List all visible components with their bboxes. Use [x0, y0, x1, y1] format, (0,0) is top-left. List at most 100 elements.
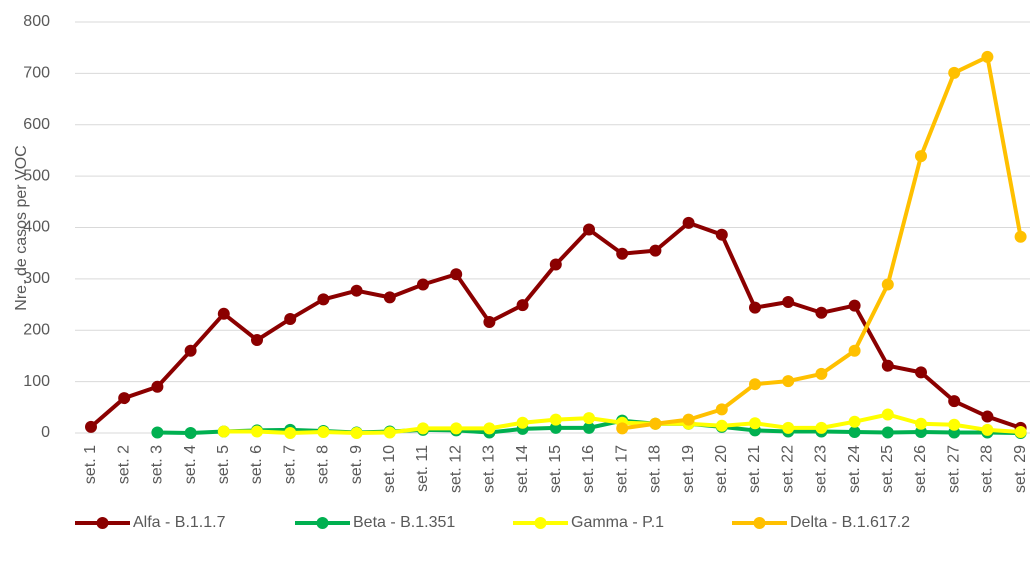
data-point: [782, 421, 795, 434]
legend-item: Gamma - P.1: [513, 514, 664, 531]
data-point: [749, 378, 761, 391]
data-point: [649, 244, 662, 257]
x-tick-label: set. 3: [149, 445, 166, 484]
data-point: [948, 395, 961, 408]
x-tick-label: set. 21: [746, 445, 763, 493]
x-tick-label: set. 18: [647, 445, 664, 493]
data-point: [848, 299, 861, 312]
data-point: [383, 291, 396, 304]
x-tick-label: set. 19: [680, 445, 697, 493]
data-point: [350, 284, 363, 297]
data-point: [317, 425, 330, 438]
data-point: [450, 422, 463, 435]
data-point: [682, 216, 695, 229]
data-point: [915, 417, 927, 430]
x-tick-label: set. 16: [580, 445, 597, 493]
x-tick-label: set. 13: [481, 445, 498, 493]
x-tick-label: set. 27: [945, 445, 962, 493]
data-point: [450, 268, 463, 281]
data-point: [583, 421, 595, 434]
y-tick-label: 500: [23, 167, 50, 184]
x-tick-label: set. 7: [281, 445, 298, 484]
x-tick-label: set. 26: [912, 445, 929, 493]
data-point: [848, 425, 861, 438]
data-point: [151, 426, 164, 439]
data-point: [317, 293, 330, 306]
data-point: [682, 413, 695, 426]
data-point: [616, 247, 629, 260]
data-point: [915, 366, 927, 379]
data-point: [217, 307, 230, 320]
x-tick-label: set. 2: [115, 445, 132, 484]
legend-marker: [316, 517, 329, 529]
data-point: [915, 150, 927, 163]
data-point: [184, 344, 197, 357]
data-point: [549, 413, 562, 426]
y-tick-label: 100: [23, 373, 50, 390]
data-point: [284, 312, 297, 325]
legend-label: Beta - B.1.351: [353, 514, 455, 531]
x-tick-label: set. 9: [348, 445, 365, 484]
legend-label: Gamma - P.1: [571, 514, 664, 531]
data-point: [251, 334, 263, 347]
data-point: [583, 412, 595, 425]
x-tick-label: set. 8: [315, 445, 332, 484]
x-tick-label: set. 6: [248, 445, 265, 484]
legend-item: Alfa - B.1.1.7: [75, 514, 226, 531]
data-point: [915, 425, 927, 438]
data-point: [217, 425, 230, 438]
data-point: [881, 278, 894, 291]
data-point: [383, 426, 396, 439]
data-point: [516, 299, 529, 312]
data-point: [151, 380, 164, 393]
data-point: [881, 359, 894, 372]
data-point: [1014, 425, 1027, 438]
y-tick-label: 600: [23, 116, 50, 133]
x-tick-label: set. 1: [82, 445, 99, 484]
data-point: [848, 415, 861, 428]
y-tick-label: 200: [23, 321, 50, 338]
data-point: [184, 427, 197, 439]
x-tick-label: set. 17: [613, 445, 630, 493]
data-point: [1014, 230, 1027, 243]
data-point: [616, 422, 629, 435]
legend-label: Alfa - B.1.1.7: [133, 514, 226, 531]
data-point: [715, 228, 728, 241]
data-point: [516, 416, 529, 429]
data-point: [649, 417, 662, 430]
x-tick-label: set. 20: [713, 445, 730, 493]
data-point: [85, 420, 97, 433]
data-point: [848, 344, 861, 357]
y-tick-label: 700: [23, 65, 50, 82]
data-point: [782, 295, 795, 308]
x-tick-label: set. 24: [846, 445, 863, 493]
data-point: [782, 375, 795, 388]
legend-item: Beta - B.1.351: [295, 514, 455, 531]
data-point: [284, 427, 297, 439]
x-tick-label: set. 12: [447, 445, 464, 493]
data-point: [749, 301, 761, 314]
data-point: [715, 403, 728, 416]
data-point: [118, 392, 131, 405]
data-point: [981, 50, 994, 63]
x-tick-label: set. 23: [813, 445, 830, 493]
data-point: [549, 258, 562, 271]
data-point: [549, 421, 562, 434]
y-tick-label: 400: [23, 219, 50, 236]
legend-item: Delta - B.1.617.2: [732, 514, 910, 531]
legend-marker: [534, 517, 547, 529]
x-tick-label: set. 5: [215, 445, 232, 484]
data-point: [749, 417, 761, 430]
data-point: [251, 425, 263, 438]
x-tick-label: set. 15: [547, 445, 564, 493]
data-point: [948, 418, 961, 431]
y-tick-label: 800: [23, 13, 50, 30]
x-tick-label: set. 22: [779, 445, 796, 493]
data-point: [417, 422, 429, 435]
data-point: [881, 426, 894, 439]
series-line: [89, 220, 1022, 430]
legend-marker: [753, 517, 766, 529]
data-point: [483, 422, 496, 435]
x-tick-label: set. 25: [879, 445, 896, 493]
